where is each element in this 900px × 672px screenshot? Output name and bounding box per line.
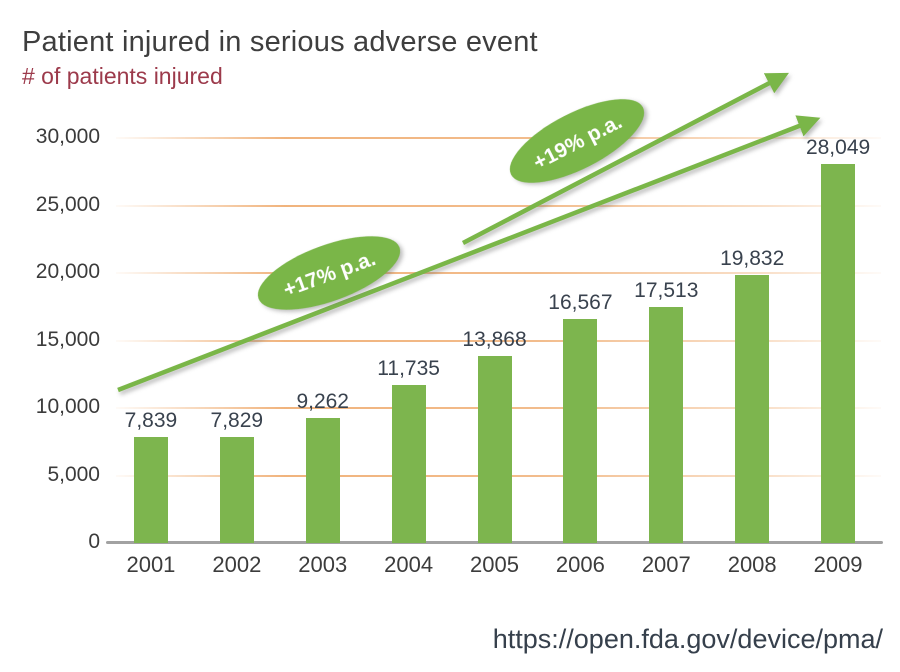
bar	[649, 306, 684, 543]
bar-value-label: 17,513	[634, 278, 699, 302]
x-tick-label: 2002	[212, 552, 262, 577]
bar-group-2009: 28,049	[795, 0, 881, 543]
y-tick-label: 30,000	[35, 125, 100, 148]
y-tick-label: 5,000	[47, 462, 100, 486]
chart-subtitle: # of patients injured	[22, 63, 223, 89]
y-tick-label: 25,000	[35, 192, 100, 216]
bar-value-label: 13,868	[462, 327, 527, 351]
chart-title: Patient injured in serious adverse event	[22, 26, 538, 58]
x-tick-label: 2009	[813, 552, 863, 577]
x-tick-label: 2007	[641, 552, 691, 577]
bar-group-2003: 9,262	[280, 0, 366, 543]
bar-value-label: 16,567	[548, 291, 613, 315]
x-tick-label: 2003	[298, 552, 348, 577]
x-tick-label: 2006	[555, 552, 605, 577]
bar	[133, 437, 168, 543]
bar-group-2006: 16,567	[537, 0, 623, 543]
bar-group-2001: 7,839	[108, 0, 194, 543]
bar-value-label: 7,839	[124, 409, 178, 433]
bar-group-2004: 11,735	[366, 0, 452, 543]
bar	[477, 355, 512, 543]
bar-group-2007: 17,513	[623, 0, 709, 543]
bar-value-label: 9,262	[296, 390, 349, 413]
bar	[391, 384, 426, 543]
x-tick-label: 2001	[126, 552, 176, 577]
x-tick-label: 2005	[470, 552, 519, 577]
bar-value-label: 11,735	[377, 356, 440, 380]
bar	[821, 164, 856, 543]
source-url: https://open.fda.gov/device/pma/	[492, 624, 883, 654]
bar-value-label: 7,829	[210, 409, 264, 433]
x-tick-label: 2008	[727, 552, 777, 577]
bar-group-2005: 13,868	[452, 0, 538, 543]
y-tick-label: 20,000	[35, 260, 100, 283]
x-axis-labels: 2001 2002 2003 2004 2005 2006 2007 2008 2009	[108, 552, 881, 578]
bar-value-label: 28,049	[805, 136, 871, 160]
y-tick-label: 0	[88, 530, 100, 553]
y-tick-label: 15,000	[35, 327, 100, 351]
bar	[219, 437, 254, 543]
y-tick-label: 10,000	[35, 395, 100, 418]
bar	[735, 275, 770, 543]
bar	[563, 319, 598, 543]
bar-value-label: 19,832	[720, 247, 785, 271]
bars-area: 7,839 7,829 9,262 11,735 13,868 16,567 17,513 1…	[108, 0, 881, 543]
x-tick-label: 2004	[384, 552, 434, 577]
bar	[305, 418, 340, 543]
bar-group-2002: 7,829	[194, 0, 280, 543]
bar-group-2008: 19,832	[709, 0, 795, 543]
